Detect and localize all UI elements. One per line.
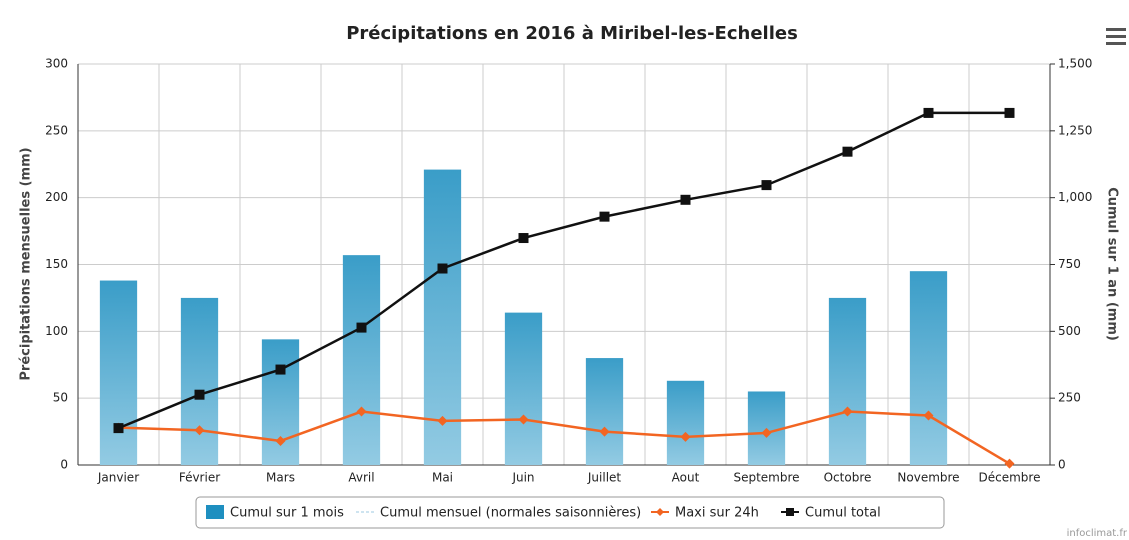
bar — [828, 297, 867, 465]
marker — [923, 107, 934, 118]
bar — [99, 280, 138, 465]
y-tick-label: 100 — [45, 324, 68, 338]
y2-tick-label: 1,000 — [1058, 190, 1092, 204]
bar — [585, 358, 624, 465]
marker — [680, 194, 691, 205]
marker — [194, 425, 205, 436]
x-tick-label: Octobre — [824, 471, 872, 485]
x-tick-label: Novembre — [897, 471, 959, 485]
legend-label: Cumul total — [805, 506, 881, 521]
marker — [194, 389, 205, 400]
x-tick-label: Aout — [672, 471, 700, 485]
y2-tick-label: 1,250 — [1058, 123, 1092, 137]
marker — [842, 146, 853, 157]
source: infoclimat.fr — [1067, 528, 1128, 539]
marker — [356, 406, 367, 417]
x-tick-label: Février — [179, 471, 220, 485]
bar — [423, 169, 462, 465]
legend-label: Cumul sur 1 mois — [230, 506, 344, 521]
marker — [437, 263, 448, 274]
x-tick-label: Décembre — [979, 471, 1041, 485]
x-tick-label: Septembre — [733, 471, 799, 485]
legend-swatch — [206, 505, 224, 519]
y-tick-label: 250 — [45, 123, 68, 137]
marker — [761, 427, 772, 438]
x-tick-label: Juin — [511, 471, 534, 485]
marker — [275, 435, 286, 446]
marker — [761, 180, 772, 191]
marker — [518, 233, 529, 244]
y2-tick-label: 0 — [1058, 458, 1066, 472]
line — [118, 410, 1011, 465]
chart-title: Précipitations en 2016 à Miribel-les-Ech… — [346, 23, 798, 44]
bar — [666, 380, 705, 465]
marker — [275, 364, 286, 375]
y-tick-label: 200 — [45, 190, 68, 204]
y-tick-label: 50 — [53, 391, 68, 405]
marker — [923, 410, 934, 421]
menu-button[interactable] — [1101, 22, 1129, 50]
legend-swatch — [656, 508, 664, 516]
legend-label: Maxi sur 24h — [675, 506, 759, 521]
x-tick-label: Juillet — [587, 471, 622, 485]
y-tick-label: 0 — [60, 458, 68, 472]
marker — [1004, 458, 1015, 469]
marker — [437, 415, 448, 426]
x-tick-label: Mars — [266, 471, 295, 485]
bar — [180, 297, 219, 465]
y2-tick-label: 250 — [1058, 391, 1081, 405]
marker — [680, 431, 691, 442]
y-tick-label: 150 — [45, 257, 68, 271]
y2-tick-label: 500 — [1058, 324, 1081, 338]
bar — [909, 271, 948, 465]
marker — [518, 414, 529, 425]
y-tick-label: 300 — [45, 57, 68, 71]
legend-box — [195, 496, 945, 529]
line — [118, 111, 1010, 430]
marker — [113, 423, 124, 434]
y2-tick-label: 750 — [1058, 257, 1081, 271]
y-axis-label: Précipitations mensuelles (mm) — [19, 147, 34, 380]
legend-label: Cumul mensuel (normales saisonnières) — [380, 506, 641, 521]
legend-swatch — [786, 508, 794, 516]
y2-tick-label: 1,500 — [1058, 57, 1092, 71]
marker — [599, 211, 610, 222]
bar — [504, 312, 543, 465]
bar — [261, 339, 300, 465]
marker — [599, 426, 610, 437]
marker — [1004, 107, 1015, 118]
x-tick-label: Mai — [432, 471, 453, 485]
x-tick-label: Avril — [348, 471, 374, 485]
x-tick-label: Janvier — [97, 471, 139, 485]
y2-axis-label: Cumul sur 1 an (mm) — [1105, 187, 1120, 341]
bar — [342, 255, 381, 465]
marker — [356, 322, 367, 333]
marker — [842, 406, 853, 417]
